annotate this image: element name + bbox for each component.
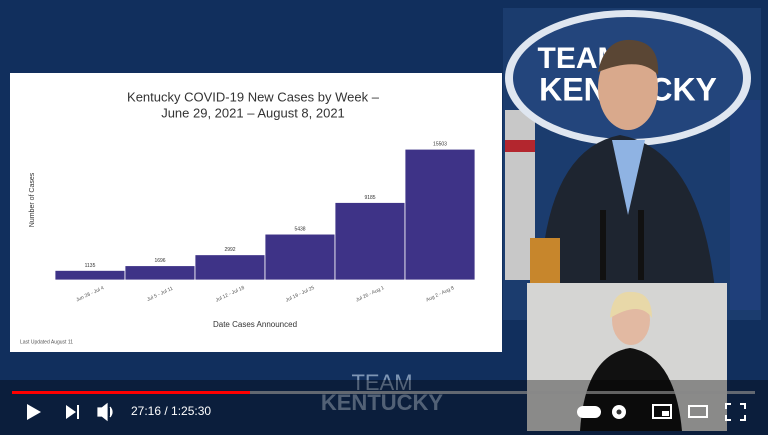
interpreter-body <box>580 348 682 431</box>
data-label: 1696 <box>154 258 165 264</box>
footnote: Last Updated August 11 <box>20 339 73 345</box>
theater-button[interactable] <box>688 405 708 418</box>
data-label: 1135 <box>85 263 96 269</box>
bar <box>264 233 336 281</box>
progress-track[interactable] <box>12 391 755 394</box>
x-axis-label: Date Cases Announced <box>213 320 297 329</box>
chart: Kentucky COVID-19 New Cases by Week – Ju… <box>20 89 476 345</box>
microphone <box>600 210 606 280</box>
cup <box>530 238 560 283</box>
speaker-head <box>598 46 658 130</box>
miniplayer-inner <box>662 411 669 416</box>
settings-hole <box>616 409 622 415</box>
interpreter-hair <box>610 291 652 318</box>
chart-subtitle: June 29, 2021 – August 8, 2021 <box>161 105 345 120</box>
microphone <box>638 210 644 280</box>
controls-gradient <box>0 380 768 435</box>
speaker-shirt <box>612 140 645 215</box>
miniplayer-button[interactable] <box>652 404 672 419</box>
state-flag <box>730 100 760 310</box>
volume-button[interactable] <box>97 402 113 422</box>
time-display: 27:16 / 1:25:30 <box>131 404 211 418</box>
flag-stripe <box>505 140 535 152</box>
bar <box>194 254 266 281</box>
play-button[interactable] <box>27 404 41 420</box>
bar <box>334 202 406 281</box>
autoplay-toggle[interactable] <box>577 406 601 418</box>
speaker-hair <box>598 39 659 75</box>
bar <box>404 148 476 281</box>
data-label: 2992 <box>224 247 235 253</box>
fullscreen-button[interactable] <box>725 403 746 421</box>
progress-played <box>12 391 250 394</box>
data-label: 15503 <box>433 142 447 148</box>
bar <box>124 265 196 281</box>
y-axis-label: Number of Cases <box>29 172 36 227</box>
chart-title: Kentucky COVID-19 New Cases by Week – <box>127 89 380 104</box>
data-label: 5438 <box>294 226 305 232</box>
next-button[interactable] <box>66 405 79 419</box>
data-label: 9185 <box>364 195 375 201</box>
watermark-text: TEAM <box>351 370 412 395</box>
bar <box>54 270 126 281</box>
